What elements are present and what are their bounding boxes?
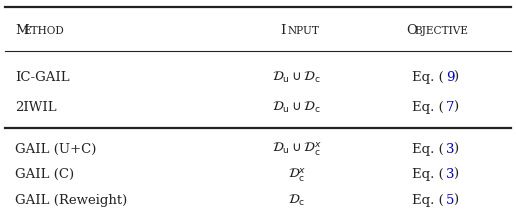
Text: Eq. (: Eq. ( bbox=[412, 194, 444, 207]
Text: M: M bbox=[15, 24, 29, 37]
Text: GAIL (U+C): GAIL (U+C) bbox=[15, 143, 97, 156]
Text: 9: 9 bbox=[446, 71, 455, 84]
Text: Eq. (: Eq. ( bbox=[412, 71, 444, 84]
Text: NPUT: NPUT bbox=[288, 26, 320, 36]
Text: ): ) bbox=[453, 100, 458, 114]
Text: $\mathcal{D}_{\mathrm{u}} \cup \mathcal{D}_{\mathrm{c}}^{x}$: $\mathcal{D}_{\mathrm{u}} \cup \mathcal{… bbox=[271, 141, 322, 158]
Text: Eq. (: Eq. ( bbox=[412, 143, 444, 156]
Text: Eq. (: Eq. ( bbox=[412, 100, 444, 114]
Text: $\mathcal{D}_{\mathrm{u}} \cup \mathcal{D}_{\mathrm{c}}$: $\mathcal{D}_{\mathrm{u}} \cup \mathcal{… bbox=[272, 70, 321, 85]
Text: O: O bbox=[407, 24, 417, 37]
Text: GAIL (Reweight): GAIL (Reweight) bbox=[15, 194, 128, 207]
Text: 2IWIL: 2IWIL bbox=[15, 100, 57, 114]
Text: ETHOD: ETHOD bbox=[23, 26, 64, 36]
Text: 5: 5 bbox=[446, 194, 455, 207]
Text: 3: 3 bbox=[446, 143, 455, 156]
Text: ): ) bbox=[453, 143, 458, 156]
Text: GAIL (C): GAIL (C) bbox=[15, 168, 75, 181]
Text: $\mathcal{D}_{\mathrm{u}} \cup \mathcal{D}_{\mathrm{c}}$: $\mathcal{D}_{\mathrm{u}} \cup \mathcal{… bbox=[272, 99, 321, 115]
Text: I: I bbox=[280, 24, 285, 37]
Text: 7: 7 bbox=[446, 100, 455, 114]
Text: 3: 3 bbox=[446, 168, 455, 181]
Text: ): ) bbox=[453, 168, 458, 181]
Text: BJECTIVE: BJECTIVE bbox=[415, 26, 469, 36]
Text: Eq. (: Eq. ( bbox=[412, 168, 444, 181]
Text: $\mathcal{D}_{\mathrm{c}}$: $\mathcal{D}_{\mathrm{c}}$ bbox=[288, 193, 305, 208]
Text: ): ) bbox=[453, 194, 458, 207]
Text: $\mathcal{D}_{\mathrm{c}}^{x}$: $\mathcal{D}_{\mathrm{c}}^{x}$ bbox=[287, 166, 306, 184]
Text: IC-GAIL: IC-GAIL bbox=[15, 71, 70, 84]
Text: ): ) bbox=[453, 71, 458, 84]
